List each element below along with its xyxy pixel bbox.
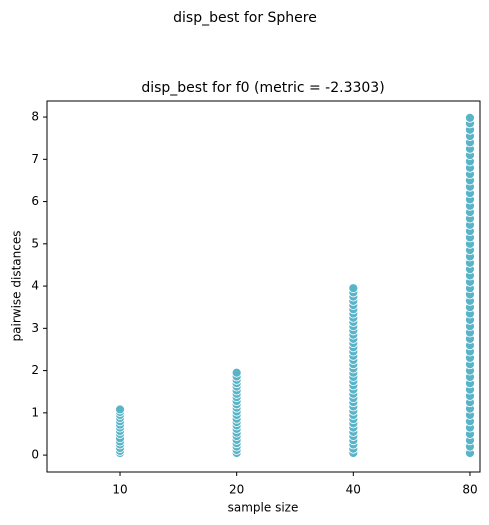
x-tick-label: 40 bbox=[346, 483, 361, 497]
y-tick-label: 7 bbox=[31, 152, 39, 166]
x-tick-label: 80 bbox=[462, 483, 477, 497]
point bbox=[231, 367, 242, 378]
suptitle: disp_best for Sphere bbox=[173, 10, 317, 26]
point bbox=[465, 113, 475, 123]
point bbox=[115, 404, 125, 415]
y-tick-label: 4 bbox=[31, 279, 39, 293]
y-tick-label: 5 bbox=[31, 236, 39, 250]
y-tick-label: 1 bbox=[31, 405, 39, 419]
x-tick-label: 20 bbox=[229, 483, 244, 497]
chart-title: disp_best for f0 (metric = -2.3303) bbox=[141, 80, 384, 96]
point bbox=[348, 283, 359, 294]
y-tick-label: 2 bbox=[31, 363, 39, 377]
y-tick-label: 8 bbox=[31, 110, 39, 124]
x-tick-label: 10 bbox=[112, 483, 127, 497]
x-axis-label: sample size bbox=[228, 501, 299, 515]
y-tick-label: 6 bbox=[31, 194, 39, 208]
plot-frame bbox=[46, 100, 481, 473]
y-tick-label: 3 bbox=[31, 321, 39, 335]
y-axis-label: pairwise distances bbox=[10, 231, 24, 342]
y-tick-label: 0 bbox=[31, 448, 39, 462]
